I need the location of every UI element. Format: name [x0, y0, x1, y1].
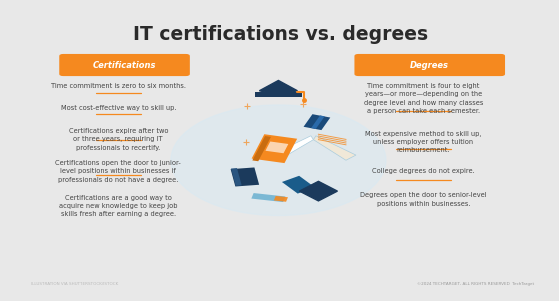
- Text: College degrees do not expire.: College degrees do not expire.: [372, 168, 475, 174]
- FancyBboxPatch shape: [59, 54, 190, 76]
- Polygon shape: [314, 136, 356, 160]
- Polygon shape: [300, 181, 338, 201]
- Polygon shape: [255, 92, 302, 97]
- Text: Degrees open the door to senior-level
positions within businesses.: Degrees open the door to senior-level po…: [360, 192, 487, 207]
- Polygon shape: [274, 196, 288, 202]
- FancyBboxPatch shape: [354, 54, 505, 76]
- Polygon shape: [252, 134, 297, 163]
- Circle shape: [171, 105, 386, 216]
- Text: ©2024 TECHTARGET, ALL RIGHTS RESERVED  TechTarget: ©2024 TECHTARGET, ALL RIGHTS RESERVED Te…: [416, 282, 534, 287]
- Text: Certifications expire after two
or three years, requiring IT
professionals to re: Certifications expire after two or three…: [69, 128, 168, 150]
- Polygon shape: [311, 115, 325, 129]
- Text: Time commitment is zero to six months.: Time commitment is zero to six months.: [51, 83, 186, 89]
- Text: Certifications: Certifications: [93, 61, 157, 70]
- Text: Certifications open the door to junior-
level positions within businesses if
pro: Certifications open the door to junior- …: [55, 160, 181, 183]
- Polygon shape: [282, 176, 315, 194]
- Polygon shape: [252, 136, 271, 161]
- Text: Time commitment is four to eight
years—or more—depending on the
degree level and: Time commitment is four to eight years—o…: [364, 83, 483, 114]
- Text: ILLUSTRATION VIA SHUTTERSTOCK/ISTOCK: ILLUSTRATION VIA SHUTTERSTOCK/ISTOCK: [31, 282, 118, 287]
- Polygon shape: [266, 141, 288, 153]
- Text: Certifications are a good way to
acquire new knowledge to keep job
skills fresh : Certifications are a good way to acquire…: [59, 195, 178, 218]
- Polygon shape: [252, 193, 286, 202]
- Polygon shape: [271, 136, 314, 160]
- Text: IT certifications vs. degrees: IT certifications vs. degrees: [134, 25, 428, 44]
- Text: Most cost-effective way to skill up.: Most cost-effective way to skill up.: [60, 105, 176, 111]
- Polygon shape: [259, 80, 297, 95]
- Text: Most expensive method to skill up,
unless employer offers tuition
reimbursement.: Most expensive method to skill up, unles…: [365, 131, 482, 153]
- Polygon shape: [231, 167, 259, 187]
- Text: Degrees: Degrees: [410, 61, 449, 70]
- Polygon shape: [304, 114, 330, 130]
- Polygon shape: [231, 168, 241, 186]
